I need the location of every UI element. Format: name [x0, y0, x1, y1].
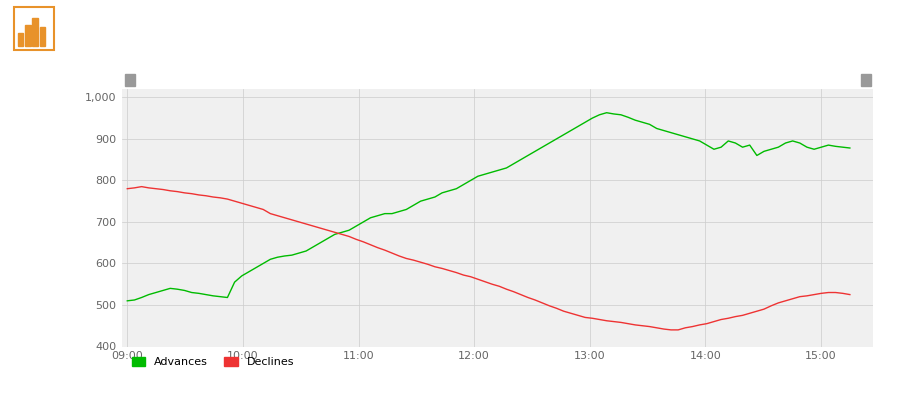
Bar — [124, 74, 135, 86]
Bar — [14, 7, 54, 50]
Text: Live IntraDay NSE Advance and Decline Ratio Chart: Live IntraDay NSE Advance and Decline Ra… — [68, 18, 606, 38]
Legend: Advances, Declines: Advances, Declines — [127, 352, 299, 371]
Bar — [25, 25, 31, 47]
Bar — [18, 33, 23, 47]
Bar — [861, 74, 871, 86]
Bar — [40, 27, 45, 47]
Bar — [32, 18, 38, 47]
